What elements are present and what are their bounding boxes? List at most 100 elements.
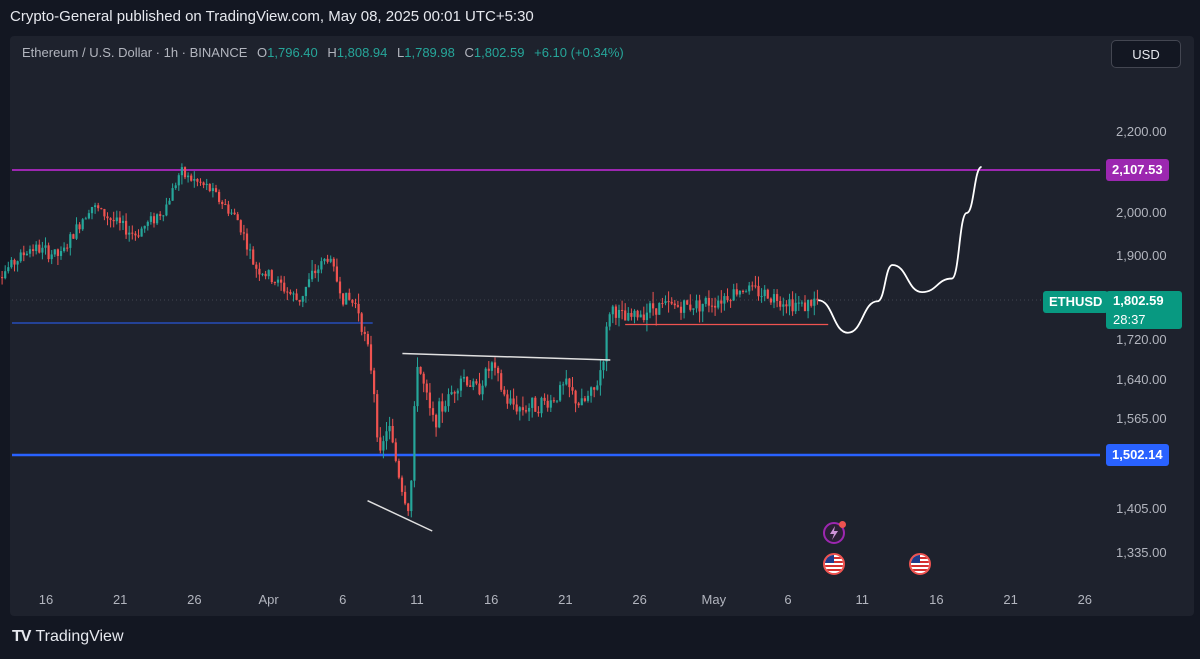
x-tick-label: 26	[1077, 592, 1093, 607]
candle-body	[459, 378, 462, 391]
candle-body	[469, 385, 472, 387]
candle-body	[258, 268, 261, 275]
candle-body	[59, 251, 63, 256]
candle-body	[484, 368, 487, 386]
candle-body	[453, 392, 456, 394]
candle-body	[360, 313, 363, 332]
us-flag-icon[interactable]	[909, 553, 931, 575]
chart-panel[interactable]	[10, 36, 1194, 616]
candle-body	[431, 408, 435, 415]
candle-body	[317, 269, 320, 274]
candle-body	[214, 188, 218, 192]
candle-body	[100, 208, 103, 210]
y-tick-label: 1,335.00	[1116, 545, 1167, 560]
candle-body	[56, 249, 59, 256]
candle-body	[769, 298, 772, 303]
candle-body	[90, 206, 94, 214]
candle-body	[571, 387, 574, 391]
candle-body	[292, 293, 295, 295]
symbol-price-tag[interactable]: ETHUSD	[1043, 291, 1109, 313]
candle-body	[376, 394, 379, 438]
candle-body	[652, 303, 655, 309]
candle-body	[441, 401, 444, 412]
candle-body	[363, 331, 366, 335]
candle-body	[658, 303, 661, 315]
candle-body	[382, 441, 385, 451]
candle-body	[512, 398, 515, 405]
upper-trendline	[402, 352, 611, 361]
candle-body	[583, 398, 586, 401]
high-key: H	[327, 45, 337, 60]
candle-body	[410, 480, 413, 512]
candle-body	[577, 403, 580, 406]
symbol-title[interactable]: Ethereum / U.S. Dollar · 1h · BINANCE	[22, 45, 248, 60]
candle-body	[44, 245, 47, 248]
y-tick-label: 1,565.00	[1116, 411, 1167, 426]
candle-body	[22, 252, 25, 256]
candle-body	[97, 205, 100, 209]
candle-body	[304, 286, 307, 297]
candle-body	[673, 303, 676, 306]
candle-body	[261, 273, 264, 275]
candle-body	[593, 387, 596, 390]
candle-body	[283, 282, 286, 292]
candle-body	[94, 205, 97, 207]
candle-body	[227, 204, 230, 214]
candle-body	[413, 406, 416, 481]
lightning-icon[interactable]	[823, 521, 846, 544]
candle-body	[286, 291, 289, 293]
candle-body	[574, 390, 577, 404]
support-price-label[interactable]: 1,502.14	[1106, 444, 1169, 466]
candle-body	[407, 503, 410, 512]
candle-body	[521, 407, 524, 411]
candle-body	[590, 387, 593, 396]
candle-body	[782, 304, 785, 307]
candle-body	[614, 306, 617, 318]
candle-body	[171, 188, 174, 201]
current-price-label[interactable]: 1,802.59 28:37	[1106, 291, 1182, 329]
candle-body	[146, 221, 149, 226]
candle-body	[180, 167, 183, 176]
candle-body	[714, 305, 717, 308]
candle-body	[338, 281, 342, 294]
candle-body	[177, 175, 180, 186]
candle-body	[497, 367, 500, 374]
candle-body	[391, 425, 394, 443]
candle-body	[242, 232, 245, 234]
candle-body	[422, 373, 425, 384]
candle-body	[205, 183, 208, 186]
candle-body	[75, 224, 78, 239]
open-key: O	[257, 45, 268, 60]
tradingview-brand[interactable]: TV TradingView	[12, 628, 124, 646]
candle-body	[211, 188, 214, 192]
candle-body	[435, 414, 438, 428]
candle-body	[165, 204, 168, 216]
tradingview-logo: TV	[12, 628, 31, 645]
current-price: 1,802.59	[1113, 293, 1164, 308]
us-flag-icon[interactable]	[823, 553, 845, 575]
candle-body	[35, 244, 38, 252]
candle-body	[760, 296, 763, 298]
candle-body	[323, 258, 326, 262]
candle-body	[732, 289, 735, 301]
candle-body	[559, 385, 562, 401]
candle-body	[444, 406, 447, 412]
candle-body	[500, 373, 503, 390]
candle-body	[221, 201, 224, 205]
x-tick-label: 26	[632, 592, 647, 607]
candle-body	[481, 385, 484, 395]
candle-body	[106, 216, 109, 219]
candle-body	[270, 270, 273, 283]
candle-body	[493, 362, 497, 368]
y-tick-label: 1,405.00	[1116, 501, 1167, 516]
candle-body	[183, 167, 187, 178]
candle-body	[562, 384, 565, 386]
resistance-price-label[interactable]: 2,107.53	[1106, 159, 1169, 181]
candle-body	[717, 300, 720, 308]
candle-body	[190, 175, 193, 181]
candle-body	[642, 314, 645, 321]
candle-body	[326, 258, 329, 262]
candle-body	[794, 302, 797, 312]
currency-button[interactable]: USD	[1111, 40, 1181, 68]
